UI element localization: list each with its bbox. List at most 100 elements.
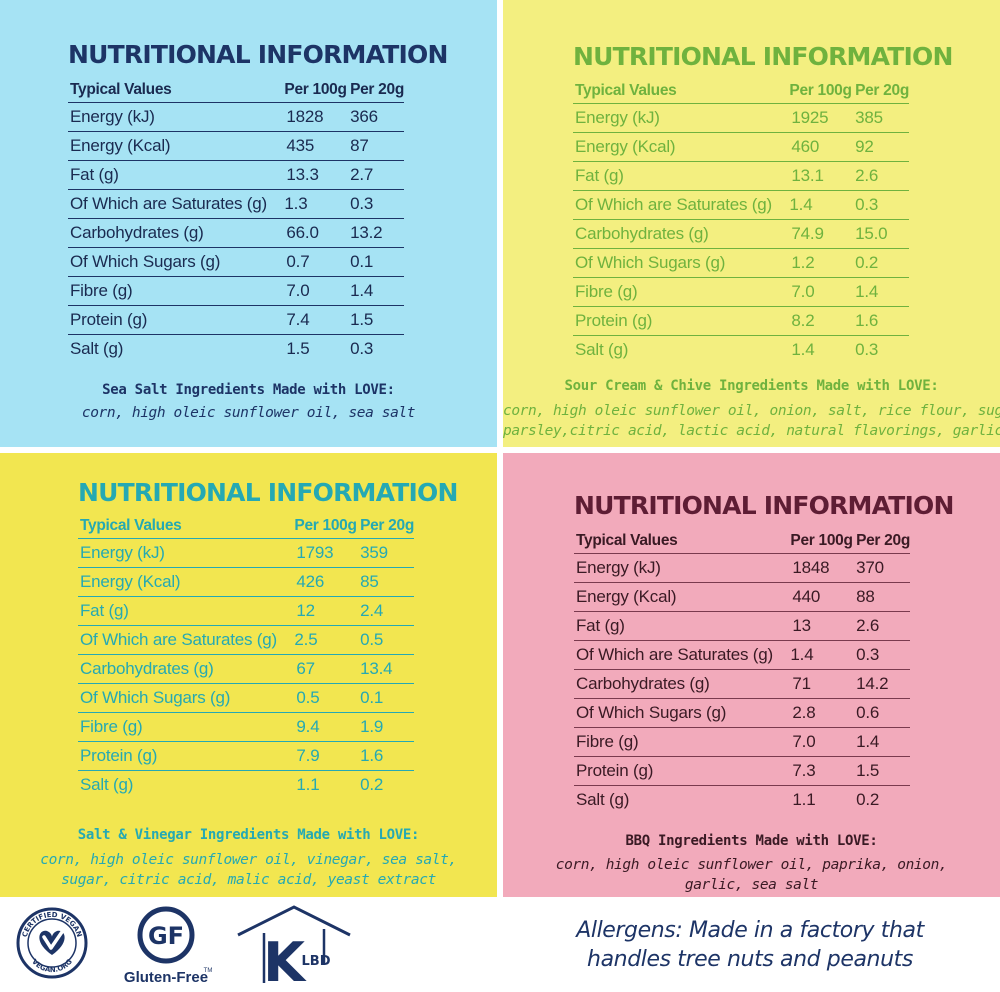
table-row: Protein (g) 7.9 1.6	[78, 741, 414, 771]
per-20g-value: 0.6	[854, 698, 910, 728]
table-header-row: Typical Values Per 100g Per 20g	[68, 78, 404, 103]
ingredients-line: corn, high oleic sunflower oil, vinegar,…	[40, 852, 457, 868]
table-row: Carbohydrates (g) 74.9 15.0	[573, 219, 909, 249]
nutrient-name: Energy (kJ)	[574, 553, 789, 583]
per-100g-value: 2.8	[788, 698, 855, 728]
table-row: Of Which are Saturates (g) 2.5 0.5	[78, 625, 414, 655]
per-20g-value: 370	[854, 553, 910, 583]
per-20g-value: 13.2	[348, 218, 404, 248]
table-row: Of Which are Saturates (g) 1.4 0.3	[574, 640, 910, 670]
table-row: Of Which are Saturates (g) 1.3 0.3	[68, 189, 404, 219]
per-20g-value: 0.1	[348, 247, 404, 277]
header-per-20g: Per 20g	[360, 517, 414, 534]
header-typical-values: Typical Values	[575, 82, 677, 99]
nutrient-name: Carbohydrates (g)	[78, 654, 293, 684]
per-20g-value: 1.5	[854, 756, 910, 786]
per-20g-value: 0.3	[348, 334, 404, 363]
klbd-letters: LBD	[302, 954, 331, 969]
per-100g-value: 1.5	[282, 334, 349, 363]
table-row: Protein (g) 7.4 1.5	[68, 305, 404, 335]
per-20g-value: 88	[854, 582, 910, 612]
ingredients-line: sugar, citric acid, malic acid, yeast ex…	[61, 872, 436, 888]
allergens-notice: Allergens: Made in a factory that handle…	[540, 916, 960, 974]
table-row: Fibre (g) 7.0 1.4	[573, 277, 909, 307]
table-row: Salt (g) 1.4 0.3	[573, 335, 909, 364]
table-row: Energy (kJ) 1828 366	[68, 102, 404, 132]
header-per-20g: Per 20g	[855, 82, 909, 99]
nutrient-name: Of Which Sugars (g)	[573, 248, 788, 278]
panel-title: NUTRITIONAL INFORMATION	[573, 42, 953, 71]
panel-sea-salt: NUTRITIONAL INFORMATION Typical Values P…	[0, 0, 497, 447]
nutrient-name: Carbohydrates (g)	[68, 218, 283, 248]
table-header-row: Typical Values Per 100g Per 20g	[78, 514, 414, 539]
per-100g-value: 1.1	[292, 770, 359, 799]
panel-bbq: NUTRITIONAL INFORMATION Typical Values P…	[503, 453, 1000, 897]
table-row: Protein (g) 8.2 1.6	[573, 306, 909, 336]
per-20g-value: 1.9	[358, 712, 414, 742]
nutrient-name: Fibre (g)	[68, 276, 283, 306]
per-20g-value: 0.2	[854, 785, 910, 814]
per-100g-value: 435	[282, 131, 349, 161]
per-100g-value: 7.0	[282, 276, 349, 306]
per-20g-value: 1.4	[854, 727, 910, 757]
kosher-klbd-icon: K LBD	[232, 903, 352, 992]
klbd-k: K	[263, 931, 307, 987]
nutrient-name: Protein (g)	[68, 305, 283, 335]
per-100g-value: 1848	[788, 553, 855, 583]
nutrient-name: Energy (kJ)	[68, 102, 283, 132]
nutrient-name: Of Which Sugars (g)	[68, 247, 283, 277]
per-20g-value: 1.5	[348, 305, 404, 335]
per-100g-value: 7.0	[787, 277, 854, 307]
table-row: Salt (g) 1.1 0.2	[574, 785, 910, 814]
per-100g-value: 1.3	[282, 189, 349, 219]
per-100g-value: 2.5	[292, 625, 359, 655]
nutrient-name: Fat (g)	[574, 611, 789, 641]
per-100g-value: 1.4	[787, 190, 854, 220]
nutrient-name: Energy (Kcal)	[78, 567, 293, 597]
per-20g-value: 87	[348, 131, 404, 161]
table-row: Energy (Kcal) 426 85	[78, 567, 414, 597]
per-100g-value: 0.5	[292, 683, 359, 713]
per-20g-value: 0.2	[853, 248, 909, 278]
nutrient-name: Energy (kJ)	[573, 103, 788, 133]
per-20g-value: 385	[853, 103, 909, 133]
per-20g-value: 0.3	[854, 640, 910, 670]
nutrient-name: Of Which Sugars (g)	[574, 698, 789, 728]
table-row: Fibre (g) 9.4 1.9	[78, 712, 414, 742]
per-20g-value: 1.6	[358, 741, 414, 771]
table-row: Salt (g) 1.5 0.3	[68, 334, 404, 363]
per-100g-value: 1828	[282, 102, 349, 132]
nutrient-name: Energy (Kcal)	[68, 131, 283, 161]
panel-title: NUTRITIONAL INFORMATION	[78, 478, 458, 507]
table-row: Carbohydrates (g) 71 14.2	[574, 669, 910, 699]
nutrient-name: Protein (g)	[78, 741, 293, 771]
nutrient-name: Salt (g)	[68, 334, 283, 363]
header-per-20g: Per 20g	[856, 532, 910, 549]
per-100g-value: 1925	[787, 103, 854, 133]
nutrient-name: Protein (g)	[573, 306, 788, 336]
table-row: Carbohydrates (g) 66.0 13.2	[68, 218, 404, 248]
table-row: Energy (kJ) 1925 385	[573, 103, 909, 133]
per-100g-value: 1.2	[787, 248, 854, 278]
nutrient-name: Carbohydrates (g)	[573, 219, 788, 249]
table-row: Fibre (g) 7.0 1.4	[574, 727, 910, 757]
per-20g-value: 1.4	[348, 276, 404, 306]
per-20g-value: 0.3	[348, 189, 404, 219]
table-row: Energy (kJ) 1793 359	[78, 538, 414, 568]
per-100g-value: 1.1	[788, 785, 855, 814]
nutrition-table: Typical Values Per 100g Per 20g Energy (…	[574, 529, 910, 814]
nutrient-name: Of Which are Saturates (g)	[573, 190, 788, 220]
ingredients-list: corn, high oleic sunflower oil, onion, s…	[503, 401, 1000, 441]
per-100g-value: 67	[292, 654, 359, 684]
nutrient-name: Fibre (g)	[573, 277, 788, 307]
allergens-line: Allergens: Made in a factory that	[576, 918, 924, 943]
table-row: Energy (Kcal) 440 88	[574, 582, 910, 612]
per-100g-value: 7.0	[788, 727, 855, 757]
gluten-free-label: Gluten-Free	[124, 969, 208, 986]
nutrient-name: Fibre (g)	[574, 727, 789, 757]
nutrient-name: Energy (Kcal)	[574, 582, 789, 612]
table-row: Of Which Sugars (g) 1.2 0.2	[573, 248, 909, 278]
per-100g-value: 9.4	[292, 712, 359, 742]
per-20g-value: 0.1	[358, 683, 414, 713]
nutrient-name: Carbohydrates (g)	[574, 669, 789, 699]
